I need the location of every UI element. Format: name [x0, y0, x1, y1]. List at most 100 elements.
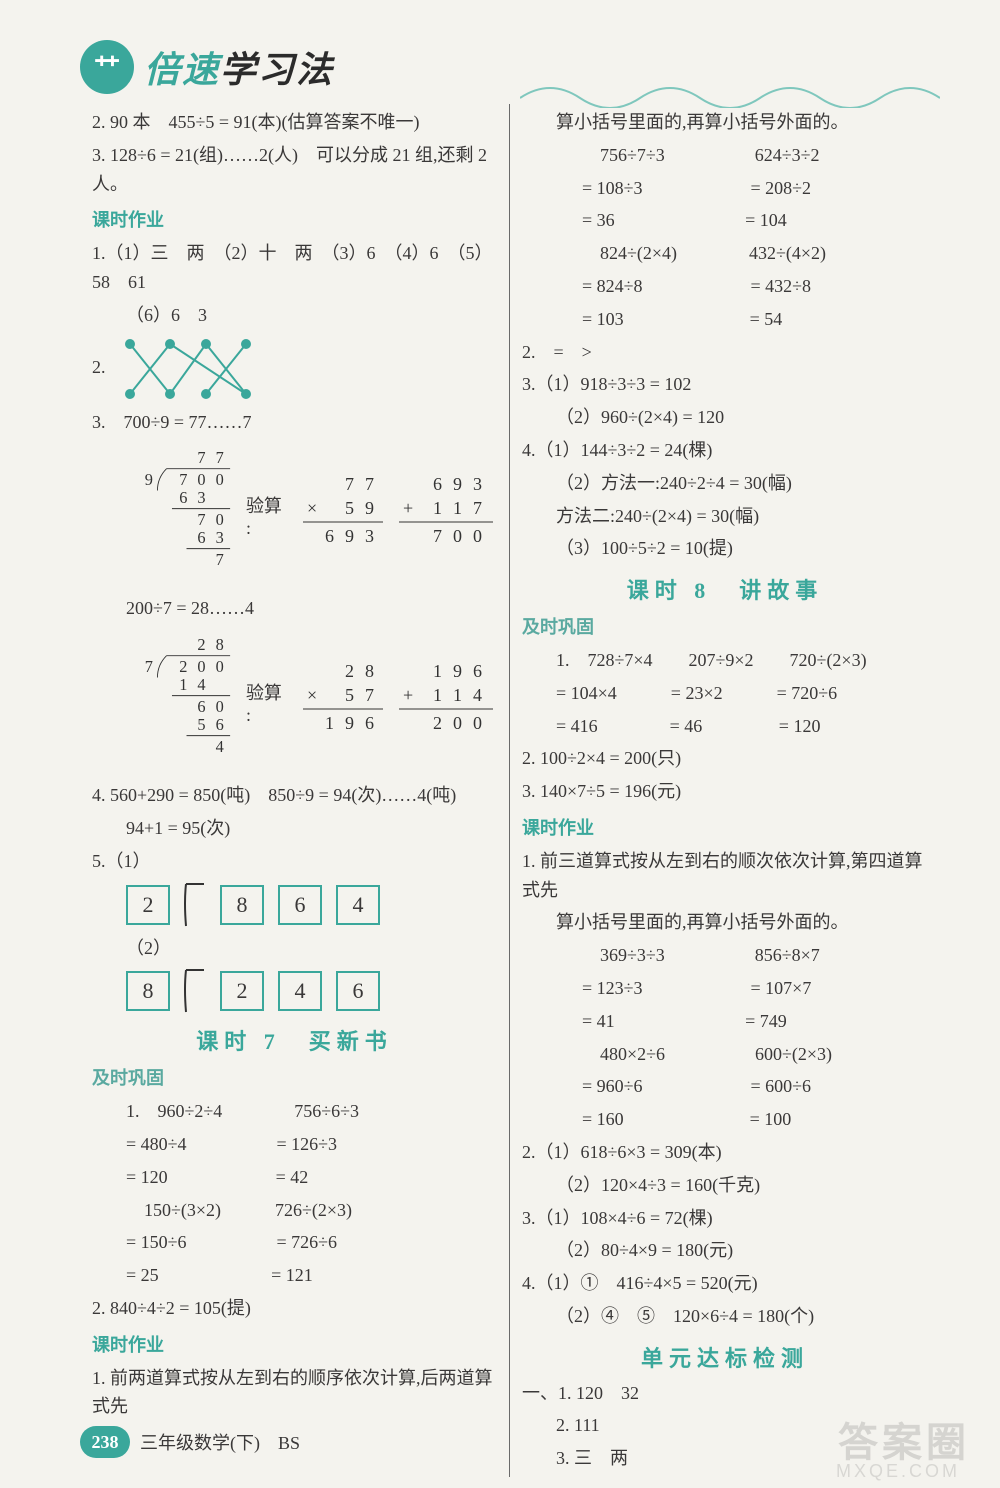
- svg-text:7: 7: [345, 474, 354, 494]
- text: 1. 728÷7×4 207÷9×2 720÷(2×3): [522, 646, 928, 675]
- num-box: 2: [220, 971, 264, 1011]
- text: = 108÷3 = 208÷2: [522, 174, 928, 203]
- matching-diagram-icon: [118, 334, 258, 404]
- svg-text:+: +: [403, 498, 413, 518]
- svg-text:7: 7: [197, 449, 205, 468]
- svg-text:3: 3: [216, 529, 224, 548]
- svg-text:1: 1: [433, 661, 442, 681]
- svg-text:1: 1: [179, 675, 187, 694]
- svg-text:7: 7: [365, 685, 374, 705]
- svg-text:3: 3: [197, 489, 205, 508]
- svg-text:1: 1: [433, 685, 442, 705]
- svg-text:2: 2: [197, 635, 205, 654]
- num-box: 2: [126, 885, 170, 925]
- svg-text:×: ×: [307, 498, 317, 518]
- svg-text:0: 0: [197, 470, 205, 489]
- section-title: 及时巩固: [92, 1064, 497, 1093]
- text: = 960÷6 = 600÷6: [522, 1072, 928, 1101]
- svg-text:2: 2: [345, 661, 354, 681]
- lesson-7-title: 课时 7 买新书: [92, 1024, 497, 1056]
- text: （2）80÷4×9 = 180(元): [522, 1236, 928, 1265]
- text: = 120 = 42: [92, 1163, 497, 1192]
- text: 方法二:240÷(2×4) = 30(幅): [522, 502, 928, 531]
- text: 150÷(3×2) 726÷(2×3): [92, 1196, 497, 1225]
- svg-text:0: 0: [197, 657, 205, 676]
- svg-text:0: 0: [216, 657, 224, 676]
- svg-text:9: 9: [145, 470, 153, 489]
- text: 2.（1）618÷6×3 = 309(本): [522, 1138, 928, 1167]
- svg-text:2: 2: [433, 713, 442, 733]
- text: （2）④ ⑤ 120×6÷4 = 180(个): [522, 1302, 928, 1331]
- text: （2）120×4÷3 = 160(千克): [522, 1171, 928, 1200]
- wavy-divider-icon: [520, 78, 940, 108]
- svg-text:6: 6: [365, 713, 374, 733]
- text: = 41 = 749: [522, 1007, 928, 1036]
- text: （6）6 3: [92, 301, 497, 330]
- right-column: 算小括号里面的,再算小括号外面的。 756÷7÷3 624÷3÷2 = 108÷…: [510, 104, 940, 1477]
- svg-text:0: 0: [453, 526, 462, 546]
- text: 756÷7÷3 624÷3÷2: [522, 141, 928, 170]
- svg-text:9: 9: [453, 661, 462, 681]
- svg-text:6: 6: [216, 715, 224, 734]
- text: = 104×4 = 23×2 = 720÷6: [522, 679, 928, 708]
- text: 200÷7 = 28……4: [92, 594, 497, 623]
- q5-2: （2）: [92, 934, 497, 963]
- svg-text:3: 3: [473, 474, 482, 494]
- svg-text:7: 7: [197, 510, 205, 529]
- section-title: 课时作业: [92, 206, 497, 235]
- text: 2. 100÷2×4 = 200(只): [522, 744, 928, 773]
- brand-text-b: 学习法: [220, 50, 334, 90]
- num-box: 6: [336, 971, 380, 1011]
- svg-text:7: 7: [216, 550, 224, 569]
- label: 2.: [92, 357, 106, 377]
- text: 480×2÷6 600÷(2×3): [522, 1040, 928, 1069]
- q5-1: 5.（1）: [92, 847, 497, 876]
- longdiv-2: 28 7 200 14 60 56 4 验算 : 28 ×57 196: [132, 627, 497, 777]
- svg-text:4: 4: [473, 685, 482, 705]
- lesson-8-title: 课时 8 讲故事: [522, 573, 928, 605]
- svg-text:0: 0: [473, 526, 482, 546]
- svg-text:6: 6: [433, 474, 442, 494]
- text: = 824÷8 = 432÷8: [522, 272, 928, 301]
- text: 1. 前两道算式按从左到右的顺序依次计算,后两道算式先: [92, 1364, 497, 1422]
- brand-text-a: 倍速: [144, 50, 220, 90]
- svg-text:1: 1: [453, 498, 462, 518]
- svg-text:9: 9: [453, 474, 462, 494]
- check-label: 验算 :: [246, 679, 287, 726]
- svg-text:0: 0: [216, 470, 224, 489]
- svg-text:4: 4: [197, 675, 205, 694]
- box-row-2: 8 2 4 6: [126, 968, 497, 1014]
- svg-text:8: 8: [216, 635, 224, 654]
- text: 2. 90 本 455÷5 = 91(本)(估算答案不唯一): [92, 108, 497, 137]
- svg-text:7: 7: [433, 526, 442, 546]
- svg-text:9: 9: [345, 713, 354, 733]
- num-box: 4: [336, 885, 380, 925]
- text: 3. 140×7÷5 = 196(元): [522, 777, 928, 806]
- text: 算小括号里面的,再算小括号外面的。: [522, 108, 928, 137]
- longdiv-1: 77 9 700 63 70 63 7 验算 : 77 ×59 693: [132, 440, 497, 590]
- svg-text:6: 6: [179, 489, 187, 508]
- text: = 103 = 54: [522, 305, 928, 334]
- text: （2）方法一:240÷2÷4 = 30(幅): [522, 469, 928, 498]
- svg-text:6: 6: [473, 661, 482, 681]
- svg-text:2: 2: [179, 657, 187, 676]
- text: （2）960÷(2×4) = 120: [522, 403, 928, 432]
- text: （3）100÷5÷2 = 10(提): [522, 534, 928, 563]
- text: 1.（1）三 两 （2）十 两 （3）6 （4）6 （5）58 61: [92, 239, 497, 297]
- page-number-badge: 238: [80, 1426, 130, 1458]
- text: 4.（1）144÷3÷2 = 24(棵): [522, 436, 928, 465]
- text: 3. 128÷6 = 21(组)……2(人) 可以分成 21 组,还剩 2 人。: [92, 141, 497, 199]
- text: 3. 700÷9 = 77……7: [92, 408, 497, 437]
- watermark-text: 答案圈: [838, 1410, 970, 1468]
- svg-text:6: 6: [197, 529, 205, 548]
- section-title: 课时作业: [522, 814, 928, 843]
- text: 3.（1）918÷3÷3 = 102: [522, 370, 928, 399]
- section-title: 及时巩固: [522, 613, 928, 642]
- text: 一、1. 120 32: [522, 1379, 928, 1408]
- svg-text:3: 3: [365, 526, 374, 546]
- text: 2. 840÷4÷2 = 105(提): [92, 1294, 497, 1323]
- text: 1. 前三道算式按从左到右的顺次依次计算,第四道算式先: [522, 847, 928, 905]
- num-box: 6: [278, 885, 322, 925]
- q2-matching: 2.: [92, 334, 497, 404]
- svg-text:5: 5: [345, 685, 354, 705]
